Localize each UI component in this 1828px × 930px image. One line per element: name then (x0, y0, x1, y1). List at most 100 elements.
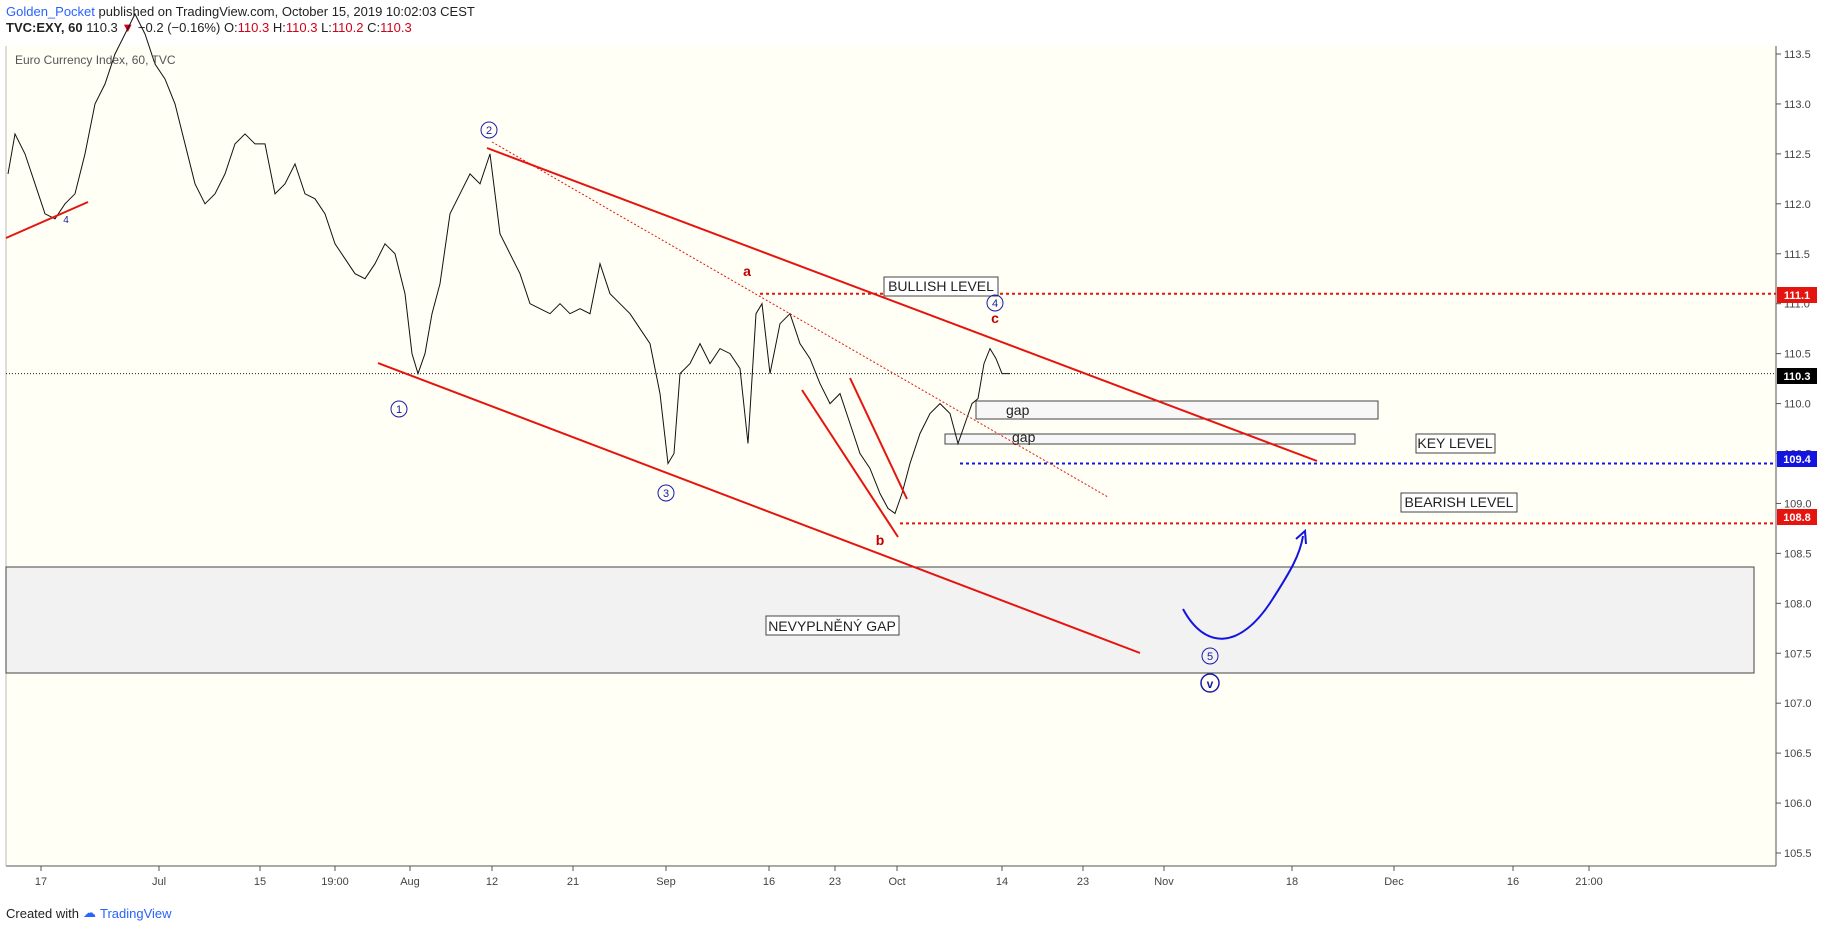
y-tick-label-2: 112.5 (1784, 149, 1811, 161)
x-tick-label-5: 12 (486, 876, 498, 888)
wave-label-c[interactable]: c (991, 310, 999, 326)
bullish-level-label: BULLISH LEVEL (888, 278, 994, 294)
y-tick-label-15: 106.0 (1784, 798, 1812, 810)
published-text: published on TradingView.com, October 15… (98, 4, 475, 19)
high-label: H: (272, 20, 286, 35)
y-tick-label-16: 105.5 (1784, 848, 1812, 860)
dotted-trend-line[interactable] (491, 141, 1109, 498)
wave-label-2[interactable]: 2 (480, 121, 498, 139)
low-value: 110.2 (331, 20, 364, 35)
svg-text:2: 2 (486, 125, 492, 137)
wedge-line-1[interactable] (801, 389, 899, 538)
gap-box-lower[interactable] (944, 433, 1356, 445)
wave-label-4[interactable]: 4 (986, 294, 1004, 312)
high-value: 110.3 (285, 20, 318, 35)
publish-line: Golden_Pocket published on TradingView.c… (6, 4, 475, 20)
open-value: 110.3 (237, 20, 270, 35)
svg-text:5: 5 (1207, 651, 1213, 663)
lower-channel-line[interactable] (377, 362, 1141, 654)
bearish-level-label: BEARISH LEVEL (1405, 494, 1514, 510)
wedge-line-2[interactable] (849, 377, 908, 500)
author-link[interactable]: Golden_Pocket (6, 4, 95, 19)
gap-label-lower: gap (1012, 429, 1036, 445)
close-value: 110.3 (380, 20, 412, 35)
x-tick-label-14: 18 (1286, 876, 1298, 888)
x-tick-label-9: 23 (829, 876, 841, 888)
bearish-level-label-box (1400, 492, 1518, 513)
y-tick-label-1: 113.0 (1784, 99, 1811, 111)
x-tick-label-2: 15 (254, 876, 266, 888)
x-tick-label-0: 17 (35, 876, 47, 888)
key-price-tag-text: 109.4 (1783, 454, 1811, 466)
x-tick-label-16: 16 (1507, 876, 1519, 888)
chart-header: Golden_Pocket published on TradingView.c… (6, 4, 475, 36)
x-tick-label-6: 21 (567, 876, 579, 888)
bullish-level-label-box (883, 276, 999, 297)
wave-label-b[interactable]: b (876, 532, 885, 548)
tradingview-logo-icon: ☁ (82, 905, 96, 920)
early-support-line[interactable] (5, 201, 89, 239)
wave-label-1[interactable]: 1 (390, 400, 408, 418)
bullish-price-tag (1777, 287, 1817, 303)
y-tick-label-14: 106.5 (1784, 748, 1812, 760)
upper-channel-line[interactable] (486, 147, 1318, 462)
y-tick-label-0: 113.5 (1784, 49, 1811, 61)
last-price-tag (1777, 368, 1817, 384)
last-value: 110.3 (86, 20, 118, 35)
y-tick-label-4: 111.5 (1784, 249, 1810, 261)
x-tick-label-4: Aug (400, 876, 420, 888)
price-series[interactable] (7, 12, 1010, 515)
x-tick-label-17: 21:00 (1575, 876, 1603, 888)
tradingview-link[interactable]: TradingView (99, 905, 172, 921)
svg-text:1: 1 (396, 404, 402, 416)
y-tick-label-12: 107.5 (1784, 648, 1812, 660)
y-tick-label-7: 110.0 (1784, 399, 1811, 411)
chart-title: Euro Currency Index, 60, TVC (15, 53, 176, 67)
projection-curve[interactable] (1182, 535, 1304, 640)
x-tick-label-11: 14 (996, 876, 1008, 888)
unfilled-gap-label-box (765, 615, 900, 636)
close-label: C: (367, 20, 381, 35)
bearish-price-tag-text: 108.8 (1783, 512, 1811, 524)
ohlc-line: TVC:EXY, 60 110.3 ▼ −0.2 (−0.16%) O:110.… (6, 20, 475, 36)
svg-text:3: 3 (663, 488, 669, 500)
x-tick-label-10: Oct (888, 876, 905, 888)
x-tick-label-1: Jul (152, 876, 166, 888)
wave-label-3[interactable]: 3 (657, 484, 675, 502)
x-tick-label-8: 16 (763, 876, 775, 888)
y-tick-label-9: 109.0 (1784, 498, 1812, 510)
x-axis[interactable]: 17 Jul 15 19:00 Aug 12 21 Sep 16 23 Oct 14 23 Nov 18 De… (35, 866, 1603, 888)
key-price-tag (1777, 451, 1817, 467)
last-price-tag-text: 110.3 (1784, 371, 1811, 383)
bearish-price-tag (1777, 509, 1817, 525)
open-label: O: (223, 20, 238, 35)
chart-footer: Created with ☁ TradingView (6, 905, 172, 921)
y-tick-label-6: 110.5 (1784, 349, 1811, 361)
wave-label-5[interactable]: 5 (1201, 647, 1219, 665)
y-tick-label-10: 108.5 (1784, 548, 1812, 560)
key-level-label: KEY LEVEL (1417, 435, 1492, 451)
x-tick-label-15: Dec (1384, 876, 1404, 888)
plot-area (6, 46, 1776, 866)
x-tick-label-13: Nov (1154, 876, 1174, 888)
low-label: L: (321, 20, 332, 35)
ticker-symbol: TVC:EXY, 60 (6, 20, 83, 35)
x-tick-label-12: 23 (1077, 876, 1089, 888)
y-tick-label-11: 108.0 (1784, 598, 1812, 610)
gap-label-upper: gap (1006, 402, 1030, 418)
unfilled-gap-label: NEVYPLNĚNÝ GAP (768, 618, 896, 634)
wave-label-4-small[interactable]: 4 (63, 215, 69, 226)
gap-box-upper[interactable] (975, 400, 1379, 420)
wave-label-v[interactable]: v (1200, 673, 1220, 693)
projection-arrow-icon (1295, 528, 1307, 545)
x-tick-label-7: Sep (656, 876, 676, 888)
y-tick-label-13: 107.0 (1784, 698, 1812, 710)
key-level-label-box (1415, 433, 1496, 454)
change-value: −0.2 (−0.16%) (137, 20, 221, 35)
created-with-text: Created with (6, 905, 79, 921)
x-tick-label-3: 19:00 (321, 876, 349, 888)
wave-label-a[interactable]: a (743, 263, 751, 279)
svg-text:v: v (1207, 677, 1214, 691)
svg-text:4: 4 (992, 298, 998, 310)
